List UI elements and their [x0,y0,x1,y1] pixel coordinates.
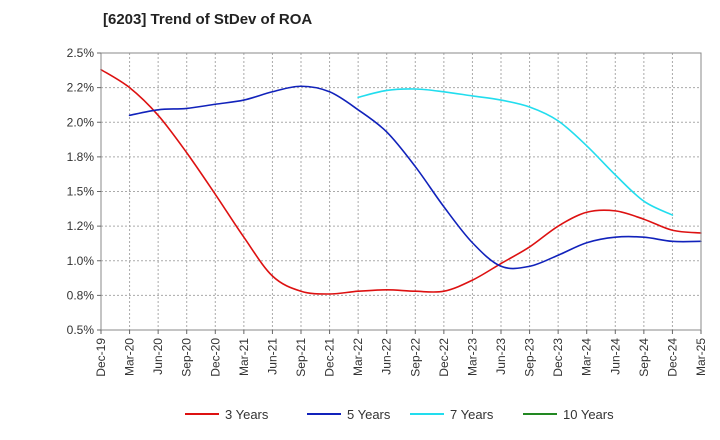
legend-label-7-years: 7 Years [450,407,494,422]
legend-label-3-years: 3 Years [225,407,269,422]
x-tick-label: Dec-19 [94,338,108,377]
series-line-7-years [357,88,674,216]
x-tick-label: Jun-22 [380,338,394,375]
x-tick-label: Mar-22 [351,338,365,376]
y-tick-label: 1.2% [67,219,95,233]
y-tick-label: 2.2% [67,81,95,95]
grid [100,52,702,331]
series-line-3-years [100,68,702,295]
x-tick-label: Sep-22 [408,338,422,377]
y-tick-label: 2.5% [67,46,95,60]
x-tick-label: Mar-23 [465,338,479,376]
x-tick-label: Dec-22 [437,338,451,377]
x-tick-label: Jun-20 [151,338,165,375]
x-tick-label: Mar-25 [694,338,708,376]
y-tick-label: 1.0% [67,254,95,268]
x-tick-label: Mar-21 [237,338,251,376]
series-lines [100,68,702,295]
x-tick-label: Mar-20 [123,338,137,376]
x-tick-label: Sep-23 [523,338,537,377]
x-tick-label: Jun-24 [608,338,622,375]
legend: 3 Years 5 Years 7 Years 10 Years [185,407,614,422]
x-tick-label: Jun-21 [265,338,279,375]
x-tick-label: Mar-24 [580,338,594,376]
x-tick-label: Sep-21 [294,338,308,377]
x-tick-label: Dec-21 [323,338,337,377]
chart-title: [6203] Trend of StDev of ROA [103,11,312,28]
x-tick-label: Jun-23 [494,338,508,375]
y-tick-label: 0.8% [67,288,95,302]
x-tick-label: Dec-23 [551,338,565,377]
y-axis-ticks: 0.5% 0.8% 1.0% 1.2% 1.5% 1.8% 2.0% 2.2% 2.5% [67,46,101,337]
y-tick-label: 2.0% [67,115,95,129]
legend-label-10-years: 10 Years [563,407,614,422]
series-line-5-years [128,85,702,270]
x-axis-ticks: Dec-19 Mar-20 Jun-20 Sep-20 Dec-20 Mar-21 Jun-… [94,330,708,377]
legend-label-5-years: 5 Years [347,407,391,422]
x-tick-label: Sep-20 [180,338,194,377]
x-tick-label: Dec-24 [665,338,679,377]
y-tick-label: 1.8% [67,150,95,164]
y-tick-label: 0.5% [67,323,95,337]
x-tick-label: Sep-24 [637,338,651,377]
y-tick-label: 1.5% [67,185,95,199]
x-tick-label: Dec-20 [208,338,222,377]
